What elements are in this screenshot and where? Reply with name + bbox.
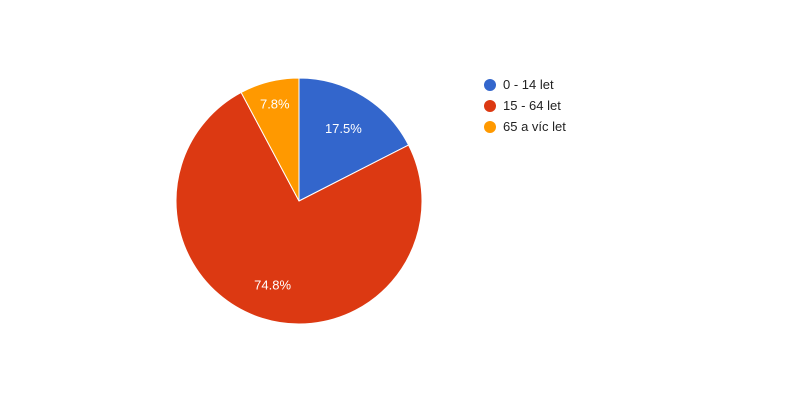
legend-label-0-14: 0 - 14 let xyxy=(503,77,554,92)
legend-swatch-0-14 xyxy=(484,78,496,91)
pie-slice-0-14[interactable] xyxy=(298,77,410,202)
legend-swatch-15-64 xyxy=(484,99,496,112)
chart-legend: 0 - 14 let 15 - 64 let 65 a víc let xyxy=(484,74,566,137)
pie-label-65-plus: 7.8% xyxy=(260,97,290,112)
pie-slice-15-64[interactable] xyxy=(175,91,423,325)
pie-slice-65-plus[interactable] xyxy=(240,77,300,202)
legend-label-65-plus: 65 a víc let xyxy=(503,119,566,134)
legend-label-15-64: 15 - 64 let xyxy=(503,98,561,113)
legend-swatch-65-plus xyxy=(484,120,496,133)
legend-item-0-14[interactable]: 0 - 14 let xyxy=(484,74,566,95)
pie-label-0-14: 17.5% xyxy=(325,121,362,136)
pie-label-15-64: 74.8% xyxy=(254,278,291,293)
legend-item-15-64[interactable]: 15 - 64 let xyxy=(484,95,566,116)
legend-item-65-plus[interactable]: 65 a víc let xyxy=(484,116,566,137)
